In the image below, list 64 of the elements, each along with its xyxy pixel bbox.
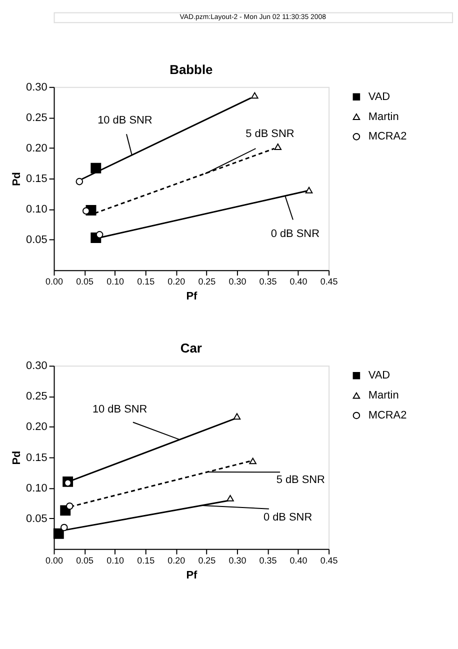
x-tick-label: 0.15 <box>137 555 155 566</box>
point <box>53 528 64 539</box>
annotation: 0 dB SNR <box>263 511 312 524</box>
x-tick-label: 0.10 <box>106 276 124 287</box>
y-tick-label: 0.30 <box>26 360 48 372</box>
x-tick-label: 0.25 <box>198 555 216 566</box>
y-tick-label: 0.20 <box>26 421 48 434</box>
x-tick-label: 0.45 <box>320 555 338 566</box>
y-tick-label: 0.10 <box>26 204 48 216</box>
point <box>233 413 241 420</box>
y-tick-label: 0.05 <box>26 512 48 525</box>
point <box>66 502 74 510</box>
point <box>249 458 256 464</box>
legend-label: VAD <box>368 90 390 103</box>
x-tick-label: 0.40 <box>290 555 308 566</box>
chart-title: Car <box>180 340 202 356</box>
legend-label: Martin <box>368 110 399 123</box>
x-tick-label: 0.25 <box>198 276 216 287</box>
point <box>305 186 313 194</box>
legend-label: MCRA2 <box>368 130 407 143</box>
y-tick-label: 0.25 <box>26 390 48 403</box>
annotation: 10 dB SNR <box>92 404 148 416</box>
point <box>76 178 84 186</box>
x-tick-label: 0.20 <box>168 555 186 566</box>
y-tick-label: 0.30 <box>26 81 48 94</box>
y-tick-label: 0.25 <box>26 112 48 124</box>
x-tick-label: 0.05 <box>76 555 94 566</box>
annotation: 5 dB SNR <box>276 474 326 486</box>
x-tick-label: 0.35 <box>259 555 277 566</box>
y-axis-title: Pd <box>11 172 24 186</box>
x-tick-label: 0.40 <box>290 276 308 287</box>
point <box>96 231 104 238</box>
legend-label: MCRA2 <box>368 409 407 422</box>
annotation: 0 dB SNR <box>270 228 320 240</box>
y-tick-label: 0.05 <box>26 234 48 246</box>
x-axis-title: Pf <box>186 290 198 302</box>
y-tick-label: 0.15 <box>26 172 48 185</box>
legend-label: VAD <box>368 370 390 382</box>
y-axis-title: Pd <box>11 450 24 465</box>
x-tick-label: 0.35 <box>259 276 277 287</box>
annotation: 5 dB SNR <box>246 128 294 140</box>
legend-label: Martin <box>368 390 399 402</box>
point <box>251 92 258 99</box>
x-axis-title: Pf <box>186 569 198 582</box>
y-tick-label: 0.15 <box>26 452 48 464</box>
x-tick-label: 0.05 <box>76 276 94 287</box>
x-tick-label: 0.00 <box>46 555 63 566</box>
point <box>64 479 72 487</box>
point <box>82 207 90 215</box>
chart-title: Babble <box>170 62 213 77</box>
x-tick-label: 0.10 <box>106 555 124 566</box>
x-tick-label: 0.20 <box>168 276 186 287</box>
y-tick-label: 0.20 <box>26 142 48 154</box>
point <box>274 144 282 150</box>
y-tick-label: 0.10 <box>26 482 48 494</box>
annotation: 10 dB SNR <box>98 114 152 126</box>
point <box>226 494 234 502</box>
x-tick-label: 0.15 <box>137 276 155 287</box>
x-tick-label: 0.00 <box>46 276 63 287</box>
point <box>90 162 102 174</box>
x-tick-label: 0.30 <box>228 555 246 566</box>
point <box>60 524 68 532</box>
x-tick-label: 0.30 <box>228 276 246 287</box>
x-tick-label: 0.45 <box>320 276 338 287</box>
